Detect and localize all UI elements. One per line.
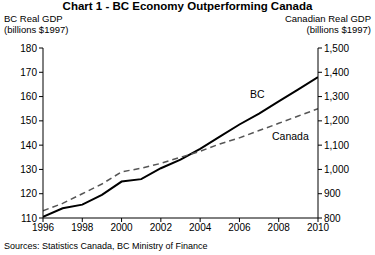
svg-text:1,300: 1,300	[324, 91, 349, 102]
svg-text:1,500: 1,500	[324, 43, 349, 54]
svg-text:1,100: 1,100	[324, 140, 349, 151]
html-text:BC Real GDP (billions $1997): BC Real GDP (billions $1997)	[4, 13, 69, 35]
svg-text:150: 150	[20, 115, 37, 126]
svg-text:1,200: 1,200	[324, 115, 349, 126]
svg-text:1,000: 1,000	[324, 164, 349, 175]
html-text:Canada: Canada	[272, 130, 309, 142]
svg-text:1998: 1998	[71, 222, 94, 233]
svg-text:120: 120	[20, 188, 37, 199]
svg-text:1996: 1996	[32, 222, 55, 233]
svg-text:800: 800	[324, 213, 341, 224]
svg-text:2004: 2004	[189, 222, 212, 233]
svg-text:2000: 2000	[110, 222, 133, 233]
html-text:Sources: Statistics Canada, BC: Sources: Statistics Canada, BC Ministry …	[4, 241, 208, 251]
svg-text:180: 180	[20, 43, 37, 54]
svg-text:900: 900	[324, 188, 341, 199]
svg-text:140: 140	[20, 140, 37, 151]
svg-text:2006: 2006	[228, 222, 251, 233]
html-text:Canadian Real GDP (billions $1: Canadian Real GDP (billions $1997)	[284, 13, 371, 35]
svg-text:2008: 2008	[268, 222, 291, 233]
svg-text:2002: 2002	[150, 222, 173, 233]
html-text:BC: BC	[250, 88, 265, 100]
svg-text:110: 110	[21, 213, 37, 224]
svg-text:1,400: 1,400	[324, 67, 349, 78]
svg-text:170: 170	[20, 67, 37, 78]
svg-text:2010: 2010	[307, 222, 330, 233]
html-text:Chart 1 - BC Economy Outperfor: Chart 1 - BC Economy Outperforming Canad…	[62, 0, 313, 12]
svg-text:130: 130	[20, 164, 37, 175]
svg-text:160: 160	[20, 91, 37, 102]
